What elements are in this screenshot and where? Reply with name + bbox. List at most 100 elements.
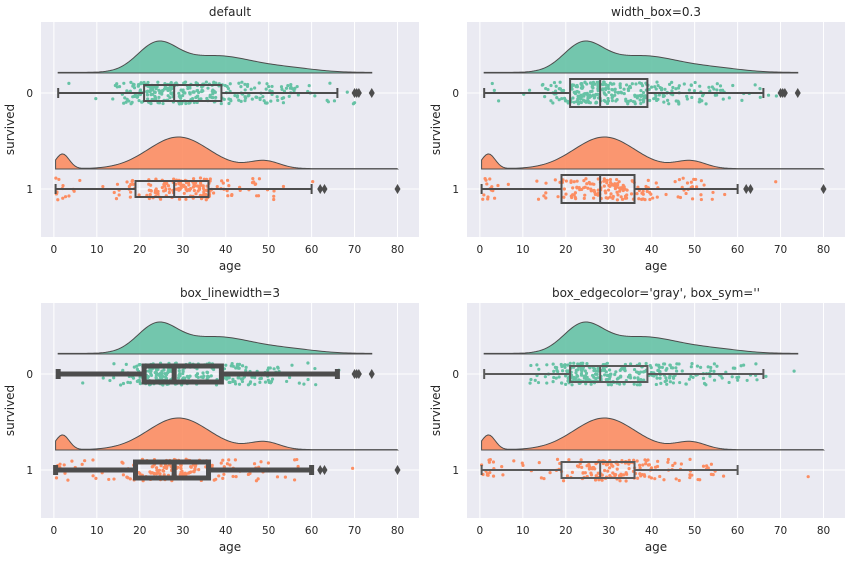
rain-point	[570, 87, 574, 91]
rain-point	[297, 381, 301, 385]
rain-point	[167, 187, 172, 191]
rain-point	[553, 178, 557, 182]
rain-point	[624, 479, 628, 483]
rain-point	[267, 85, 271, 89]
rain-point	[272, 189, 276, 193]
rain-point	[94, 97, 98, 101]
rain-point	[664, 376, 668, 380]
x-tick-label: 50	[262, 244, 275, 256]
rain-point	[132, 365, 136, 369]
rain-point	[603, 373, 607, 377]
rain-point	[276, 366, 280, 370]
rain-point	[566, 363, 570, 367]
rain-point	[163, 371, 167, 376]
rain-point	[314, 383, 318, 387]
rain-point	[183, 91, 187, 95]
x-tick-label: 40	[219, 244, 232, 256]
rain-point	[654, 181, 658, 185]
rain-point	[582, 196, 586, 200]
rain-point	[575, 99, 579, 104]
rain-point	[609, 192, 613, 196]
rain-point	[737, 375, 741, 379]
rain-point	[584, 371, 589, 375]
rain-point	[219, 101, 223, 106]
rain-point	[723, 192, 727, 197]
rain-point	[268, 366, 272, 370]
rain-point	[227, 183, 231, 188]
rain-point	[283, 475, 287, 479]
rain-point	[608, 368, 612, 372]
y-axis-label: survived	[429, 104, 443, 155]
rain-point	[182, 81, 186, 85]
rain-point	[168, 88, 172, 92]
rain-point	[153, 95, 157, 99]
rain-point	[551, 380, 555, 384]
rain-point	[253, 86, 257, 90]
rain-point	[605, 361, 609, 365]
rain-point	[101, 376, 105, 380]
x-tick-label: 60	[305, 525, 318, 537]
rain-point	[674, 366, 678, 370]
rain-point	[653, 85, 657, 89]
rain-point	[641, 370, 646, 374]
rain-point	[592, 188, 596, 192]
x-tick-label: 30	[176, 525, 189, 537]
rain-point	[582, 179, 586, 183]
rain-point	[662, 478, 666, 482]
rain-point	[149, 368, 153, 372]
rain-point	[263, 380, 268, 384]
rain-point	[177, 102, 182, 106]
rain-point	[710, 85, 714, 89]
outlier-marker	[394, 465, 401, 475]
rain-point	[563, 99, 568, 103]
rain-point	[585, 182, 589, 186]
rain-point	[623, 368, 627, 372]
rain-point	[622, 382, 626, 386]
rain-point	[708, 89, 712, 93]
rain-point	[126, 476, 130, 480]
y-axis-label: survived	[429, 385, 443, 436]
rain-point	[115, 85, 119, 89]
rain-point	[567, 458, 571, 462]
rain-point	[181, 94, 185, 98]
x-tick-label: 10	[516, 244, 529, 256]
rain-point	[697, 100, 701, 104]
rain-point	[211, 367, 216, 372]
rain-point	[535, 179, 539, 183]
rain-point	[560, 381, 564, 385]
rain-point	[611, 88, 615, 92]
rain-point	[259, 460, 263, 464]
rain-point	[126, 380, 130, 384]
rain-point	[130, 178, 135, 183]
rain-point	[662, 362, 666, 366]
x-tick-label: 10	[90, 244, 103, 256]
rain-point	[164, 187, 168, 191]
rain-point	[91, 474, 95, 478]
rain-point	[115, 182, 120, 186]
rain-point	[679, 462, 683, 466]
rain-point	[613, 90, 617, 94]
rain-point	[101, 184, 105, 189]
rain-point	[231, 474, 235, 479]
rain-point	[638, 98, 642, 102]
plot-area	[467, 22, 845, 237]
rain-point	[258, 97, 262, 102]
rain-point	[345, 90, 349, 94]
rain-point	[572, 193, 576, 197]
rain-point	[552, 369, 556, 373]
subplot-title: width_box=0.3	[611, 5, 701, 19]
cloud-1	[481, 417, 825, 451]
rain-point	[551, 101, 555, 105]
rain-point	[613, 372, 617, 377]
rain-point	[284, 86, 289, 90]
rain-point	[500, 465, 504, 469]
rain-point	[497, 99, 501, 103]
rain-point	[578, 100, 582, 104]
rain-point	[187, 183, 191, 187]
rain-point	[275, 475, 280, 479]
rain-point	[296, 93, 300, 97]
rain-point	[67, 81, 71, 85]
rain-point	[601, 366, 606, 370]
rain-point	[560, 96, 564, 101]
rain-point	[233, 458, 237, 462]
